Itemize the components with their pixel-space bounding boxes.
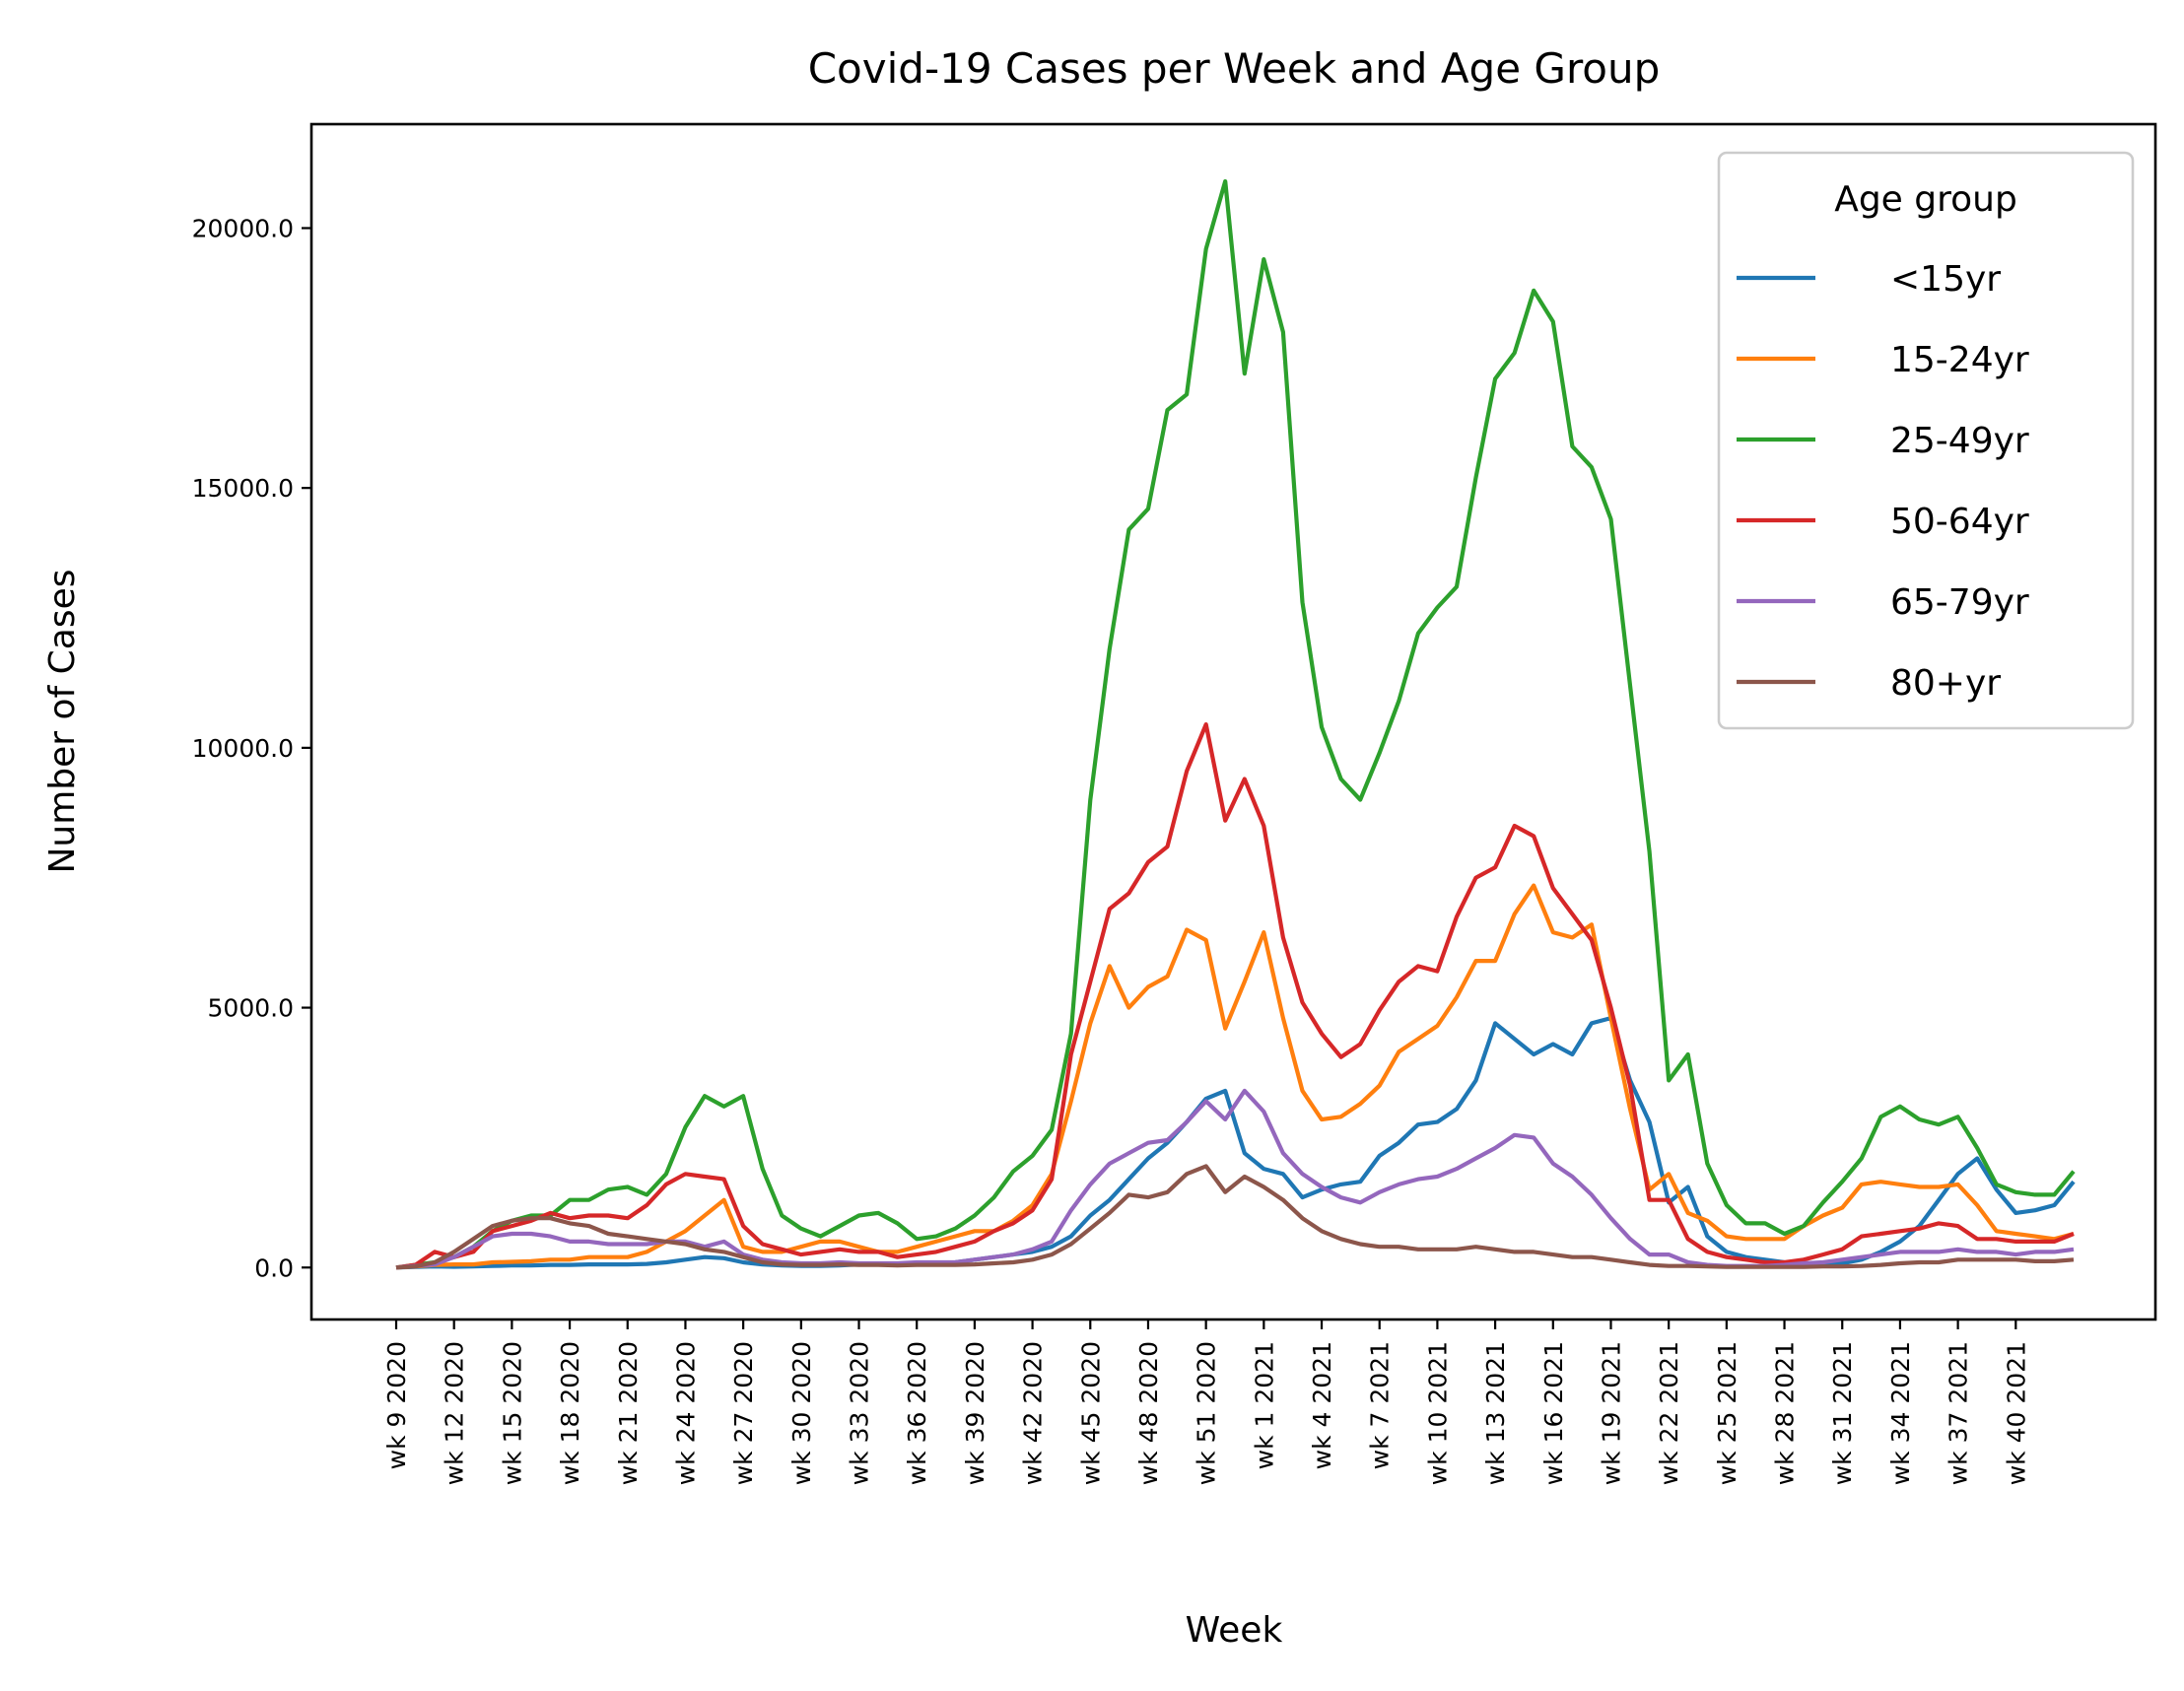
x-tick-label: wk 10 2021: [1423, 1341, 1452, 1485]
x-tick-label: wk 34 2021: [1886, 1341, 1915, 1485]
y-tick-label: 10000.0: [192, 734, 294, 763]
y-tick-label: 15000.0: [192, 474, 294, 503]
x-tick-label: wk 21 2020: [614, 1341, 643, 1485]
chart-title: Covid-19 Cases per Week and Age Group: [808, 44, 1661, 93]
y-tick-label: 5000.0: [208, 994, 294, 1023]
y-axis-label: Number of Cases: [42, 569, 83, 873]
series-line-1: [395, 883, 2075, 1270]
x-tick-label: wk 37 2021: [1945, 1341, 1973, 1485]
series-lines: [395, 178, 2076, 1270]
x-axis-label: Week: [1186, 1610, 1283, 1651]
y-tick-label: 20000.0: [192, 214, 294, 242]
legend-label: 80+yr: [1890, 663, 2001, 704]
x-tick-label: wk 45 2020: [1076, 1341, 1105, 1485]
x-tick-label: wk 31 2021: [1828, 1341, 1857, 1485]
x-tick-label: wk 28 2021: [1771, 1341, 1800, 1485]
x-tick-label: wk 19 2021: [1597, 1341, 1625, 1485]
x-tick-label: wk 7 2021: [1366, 1341, 1395, 1469]
x-tick-label: wk 48 2020: [1134, 1341, 1163, 1485]
series-line-3: [395, 721, 2075, 1270]
legend-title: Age group: [1834, 179, 2017, 220]
x-tick-label: wk 15 2020: [498, 1341, 526, 1485]
x-tick-label: wk 13 2021: [1481, 1341, 1510, 1485]
x-tick-label: wk 24 2020: [671, 1341, 700, 1485]
x-tick-label: wk 39 2020: [961, 1341, 990, 1485]
legend-label: <15yr: [1890, 259, 2001, 300]
x-tick-label: wk 40 2021: [2002, 1341, 2030, 1485]
x-tick-label: wk 9 2020: [382, 1341, 411, 1469]
x-tick-label: wk 1 2021: [1250, 1341, 1278, 1469]
legend-label: 15-24yr: [1890, 340, 2029, 380]
legend-label: 65-79yr: [1890, 582, 2029, 623]
y-tick-label: 0.0: [254, 1253, 294, 1282]
legend-box: [1717, 151, 2135, 730]
x-tick-label: wk 36 2020: [903, 1341, 931, 1485]
x-tick-label: wk 30 2020: [787, 1341, 816, 1485]
y-axis: 0.0 5000.0 10000.0 15000.0 20000.0: [192, 214, 311, 1282]
plot-area: [309, 122, 2157, 1321]
x-axis: wk 9 2020 wk 12 2020 wk 15 2020 wk 18 2020 w…: [382, 1319, 2030, 1485]
x-tick-label: wk 33 2020: [846, 1341, 874, 1485]
x-tick-label: wk 12 2020: [441, 1341, 469, 1485]
legend: Age group <15yr 15-24yr 25-49yr 50-64yr 65-7…: [1717, 151, 2135, 730]
x-tick-label: wk 51 2020: [1193, 1341, 1221, 1485]
x-tick-label: wk 22 2021: [1655, 1341, 1683, 1485]
legend-label: 25-49yr: [1890, 421, 2029, 461]
x-tick-label: wk 25 2021: [1713, 1341, 1741, 1485]
x-tick-label: wk 27 2020: [729, 1341, 758, 1485]
x-tick-label: wk 16 2021: [1539, 1341, 1568, 1485]
series-line-5: [395, 1164, 2075, 1270]
x-tick-label: wk 18 2020: [556, 1341, 584, 1485]
series-line-2: [395, 178, 2076, 1270]
legend-label: 50-64yr: [1890, 502, 2029, 542]
x-tick-label: wk 4 2021: [1308, 1341, 1336, 1469]
x-tick-label: wk 42 2020: [1019, 1341, 1048, 1485]
